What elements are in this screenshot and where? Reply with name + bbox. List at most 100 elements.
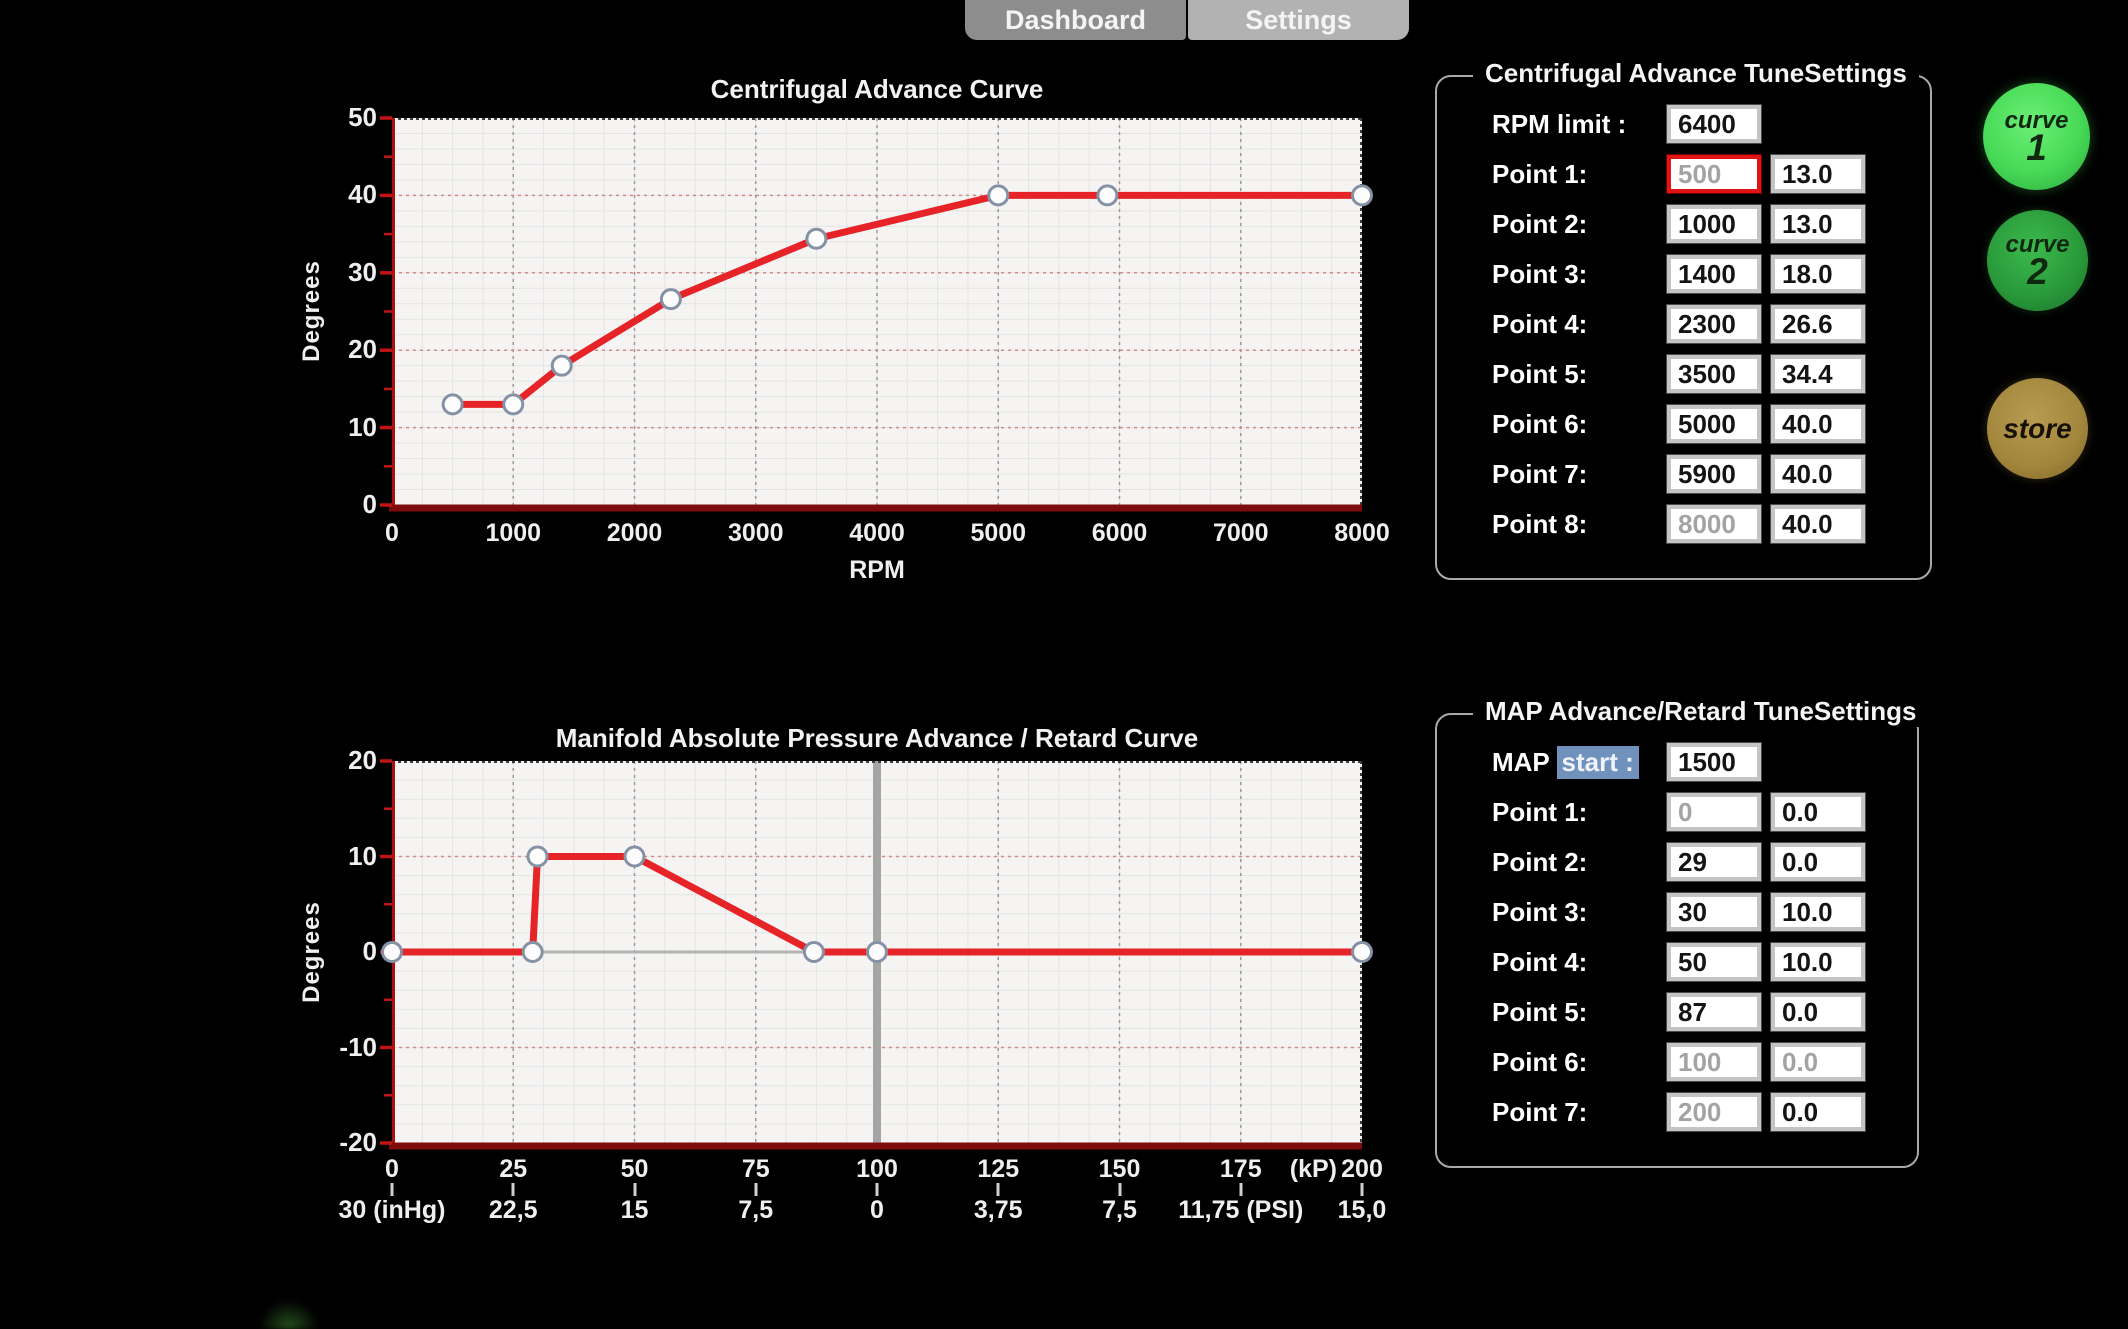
value-field-degrees[interactable]: 10.0: [1771, 893, 1865, 931]
setting-row: Point 1: 0 0.0: [1437, 793, 1917, 831]
value-field-degrees[interactable]: 0.0: [1771, 793, 1865, 831]
setting-row-label: Point 4:: [1492, 308, 1588, 339]
curve-point-marker[interactable]: [802, 941, 825, 963]
setting-row-label: RPM limit :: [1492, 108, 1627, 139]
value-field-degrees[interactable]: 18.0: [1771, 255, 1865, 293]
curve-point-marker[interactable]: [866, 941, 888, 963]
x-axis-tick-label: 125: [977, 1155, 1020, 1183]
x-axis-tick-label: 175: [1219, 1155, 1262, 1183]
secondary-x-tick-label: 15,0: [1337, 1196, 1387, 1224]
value-field-x[interactable]: 1500: [1667, 743, 1761, 781]
y-axis-tick-label: 0: [362, 936, 377, 966]
axis-tick-dash: [754, 1183, 758, 1196]
value-field-degrees[interactable]: 0.0: [1771, 843, 1865, 881]
partial-button-arc: [258, 1299, 320, 1329]
curve-point-marker[interactable]: [659, 288, 682, 311]
value-field-x[interactable]: 3500: [1667, 355, 1761, 393]
x-axis-tick-label: 5000: [970, 519, 1027, 547]
curve-2-button-label: curve: [2005, 231, 2070, 258]
x-axis-tick-label: 3000: [727, 519, 784, 547]
curve-point-marker[interactable]: [550, 354, 573, 377]
curve-point-marker[interactable]: [805, 227, 828, 250]
x-axis-tick-label: 100: [856, 1155, 898, 1183]
value-field-degrees[interactable]: 13.0: [1771, 155, 1865, 193]
x-axis-tick-label: 25: [499, 1155, 528, 1183]
value-field-x[interactable]: 87: [1667, 993, 1761, 1031]
curve-point-marker[interactable]: [521, 941, 544, 963]
curve-point-marker[interactable]: [441, 393, 464, 416]
setting-row-label: Point 2:: [1492, 208, 1588, 239]
chart-title: Centrifugal Advance Curve: [710, 74, 1044, 104]
value-field-degrees[interactable]: 26.6: [1771, 305, 1865, 343]
y-axis-tick-label: 40: [348, 179, 377, 210]
value-field-degrees[interactable]: 34.4: [1771, 355, 1865, 393]
x-axis-tick-label: 75: [741, 1155, 770, 1183]
value-field-x[interactable]: 30: [1667, 893, 1761, 931]
value-field-x[interactable]: 2300: [1667, 305, 1761, 343]
curve-point-marker[interactable]: [987, 184, 1010, 207]
setting-row-label: Point 1:: [1492, 158, 1588, 189]
value-field-degrees[interactable]: 0.0: [1771, 1093, 1865, 1131]
y-axis-tick-label: 20: [348, 334, 377, 365]
value-field-x[interactable]: 100: [1667, 1043, 1761, 1081]
setting-row: Point 3: 30 10.0: [1437, 893, 1917, 931]
x-axis-tick-label: 0: [385, 519, 399, 547]
curve-2-button-number: 2: [2027, 251, 2048, 292]
y-axis-tick-label: 0: [362, 489, 377, 519]
value-field-x[interactable]: 200: [1667, 1093, 1761, 1131]
value-field-degrees[interactable]: 40.0: [1771, 505, 1865, 543]
curve-point-marker[interactable]: [1351, 941, 1373, 963]
value-field-degrees[interactable]: 0.0: [1771, 993, 1865, 1031]
centrifugal-panel-title: Centrifugal Advance TuneSettings: [1473, 58, 1919, 89]
value-field-degrees[interactable]: 10.0: [1771, 943, 1865, 981]
y-axis-title: Degrees: [298, 260, 325, 362]
store-button[interactable]: store: [1987, 378, 2088, 479]
value-field-degrees[interactable]: 40.0: [1771, 405, 1865, 443]
setting-row: Point 6: 100 0.0: [1437, 1043, 1917, 1081]
y-axis-tick-label: -10: [339, 1031, 377, 1062]
value-field-x[interactable]: 8000: [1667, 505, 1761, 543]
x-axis-tick-label: 150: [1098, 1155, 1141, 1183]
value-field-x[interactable]: 500: [1667, 155, 1761, 193]
curve-point-marker[interactable]: [381, 941, 403, 963]
tab-settings[interactable]: Settings: [1188, 0, 1409, 40]
setting-row-label: Point 7:: [1492, 458, 1588, 489]
store-button-label: store: [2003, 413, 2072, 444]
x-axis-tick-label: 2000: [606, 519, 663, 547]
centrifugal-settings-panel: Centrifugal Advance TuneSettings RPM lim…: [1435, 58, 1932, 580]
map-panel-rows: MAP start : 1500 Point 1: 0 0.0 Point 2: 29 0.0…: [1437, 715, 1917, 1131]
value-field-x[interactable]: 29: [1667, 843, 1761, 881]
setting-row: Point 7: 200 0.0: [1437, 1093, 1917, 1131]
value-field-x[interactable]: 1400: [1667, 255, 1761, 293]
centrifugal-panel-rows: RPM limit : 6400 Point 1: 500 13.0 Point 2: 10…: [1437, 77, 1930, 543]
curve-point-marker[interactable]: [1351, 184, 1373, 207]
setting-row-label: MAP start :: [1492, 743, 1639, 781]
x-axis-tick-label: 6000: [1091, 519, 1148, 547]
value-field-x[interactable]: 50: [1667, 943, 1761, 981]
curve-point-marker[interactable]: [526, 845, 549, 868]
map-advance-chart: [380, 759, 1373, 1150]
curve-point-marker[interactable]: [502, 393, 525, 416]
secondary-x-tick-label: 15: [620, 1196, 649, 1224]
tab-dashboard[interactable]: Dashboard: [965, 0, 1186, 40]
axis-tick-dash: [875, 1183, 879, 1196]
value-field-degrees[interactable]: 0.0: [1771, 1043, 1865, 1081]
setting-row-label: Point 5:: [1492, 358, 1588, 389]
axis-tick-dash: [633, 1183, 636, 1196]
centrifugal-advance-chart: [380, 116, 1373, 512]
curve-2-button[interactable]: curve 2: [1987, 210, 2088, 311]
setting-row-label: Point 3:: [1492, 258, 1588, 289]
value-field-x[interactable]: 5900: [1667, 455, 1761, 493]
setting-row-label: Point 6:: [1492, 1046, 1588, 1077]
setting-row-label: Point 7:: [1492, 1096, 1588, 1127]
value-field-x[interactable]: 0: [1667, 793, 1761, 831]
value-field-degrees[interactable]: 40.0: [1771, 455, 1865, 493]
value-field-x[interactable]: 5000: [1667, 405, 1761, 443]
curve-point-marker[interactable]: [1096, 184, 1119, 207]
setting-row-label: Point 2:: [1492, 846, 1588, 877]
curve-point-marker[interactable]: [623, 845, 646, 868]
value-field-x[interactable]: 6400: [1667, 105, 1761, 143]
curve-1-button[interactable]: curve 1: [1983, 83, 2090, 190]
value-field-x[interactable]: 1000: [1667, 205, 1761, 243]
value-field-degrees[interactable]: 13.0: [1771, 205, 1865, 243]
